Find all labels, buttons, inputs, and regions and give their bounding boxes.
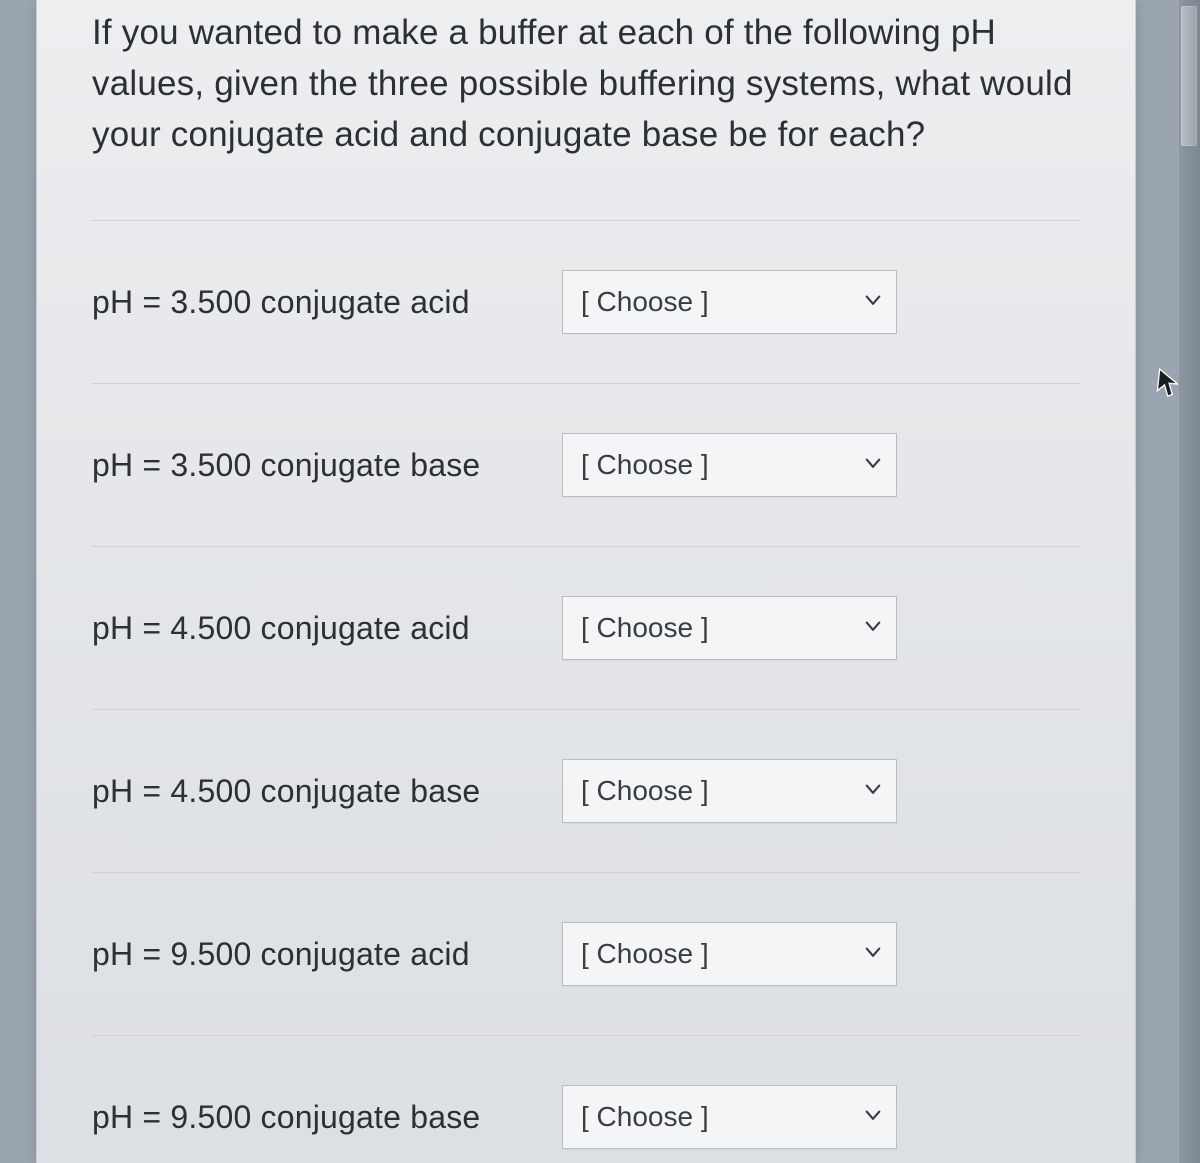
answer-row: pH = 3.500 conjugate acid [ Choose ] [92,220,1080,383]
choose-dropdown[interactable]: [ Choose ] [562,433,897,497]
chevron-down-icon [864,454,882,472]
row-label: pH = 3.500 conjugate acid [92,284,562,321]
answer-row: pH = 4.500 conjugate base [ Choose ] [92,709,1080,872]
choose-dropdown[interactable]: [ Choose ] [562,1085,897,1149]
answer-rows: pH = 3.500 conjugate acid [ Choose ] pH … [92,220,1080,1163]
dropdown-placeholder: [ Choose ] [581,775,709,807]
row-label: pH = 4.500 conjugate base [92,773,562,810]
chevron-down-icon [864,291,882,309]
chevron-down-icon [864,617,882,635]
dropdown-placeholder: [ Choose ] [581,286,709,318]
row-label: pH = 9.500 conjugate base [92,1099,562,1136]
answer-row: pH = 9.500 conjugate base [ Choose ] [92,1035,1080,1163]
answer-row: pH = 3.500 conjugate base [ Choose ] [92,383,1080,546]
row-label: pH = 9.500 conjugate acid [92,936,562,973]
dropdown-placeholder: [ Choose ] [581,1101,709,1133]
choose-dropdown[interactable]: [ Choose ] [562,270,897,334]
row-label: pH = 4.500 conjugate acid [92,610,562,647]
choose-dropdown[interactable]: [ Choose ] [562,759,897,823]
chevron-down-icon [864,780,882,798]
dropdown-placeholder: [ Choose ] [581,449,709,481]
vertical-scrollbar[interactable] [1178,0,1200,1163]
question-panel: If you wanted to make a buffer at each o… [36,0,1136,1163]
row-label: pH = 3.500 conjugate base [92,447,562,484]
question-prompt: If you wanted to make a buffer at each o… [92,0,1080,160]
dropdown-placeholder: [ Choose ] [581,938,709,970]
chevron-down-icon [864,1106,882,1124]
chevron-down-icon [864,943,882,961]
scrollbar-thumb[interactable] [1181,6,1197,146]
dropdown-placeholder: [ Choose ] [581,612,709,644]
choose-dropdown[interactable]: [ Choose ] [562,596,897,660]
answer-row: pH = 4.500 conjugate acid [ Choose ] [92,546,1080,709]
choose-dropdown[interactable]: [ Choose ] [562,922,897,986]
answer-row: pH = 9.500 conjugate acid [ Choose ] [92,872,1080,1035]
